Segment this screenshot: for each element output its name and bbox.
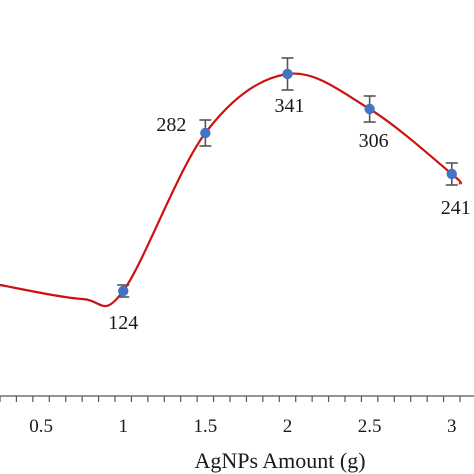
data-labels: 124 282 341 306 241 [108,95,471,334]
fit-curve [0,72,463,308]
data-points [118,68,457,297]
x-tick-label: 2 [283,416,293,437]
data-point [282,68,293,80]
data-label: 282 [156,114,186,136]
data-label: 124 [108,312,138,334]
x-tick-label: 2.5 [358,416,382,437]
data-point [118,285,129,297]
x-axis: 0.5 1 1.5 2 2.5 3 [0,395,474,437]
data-label: 306 [359,130,389,152]
x-tick-label: 0.5 [29,416,53,437]
x-tick-label: 1 [118,416,128,437]
x-tick-label: 3 [447,416,457,437]
data-point [364,103,375,115]
data-label: 241 [441,197,471,219]
error-bars [117,57,458,298]
x-axis-title: AgNPs Amount (g) [194,448,365,473]
data-point [446,168,457,180]
x-tick-label: 1.5 [193,416,217,437]
data-label: 341 [275,95,305,117]
data-point [200,127,211,139]
